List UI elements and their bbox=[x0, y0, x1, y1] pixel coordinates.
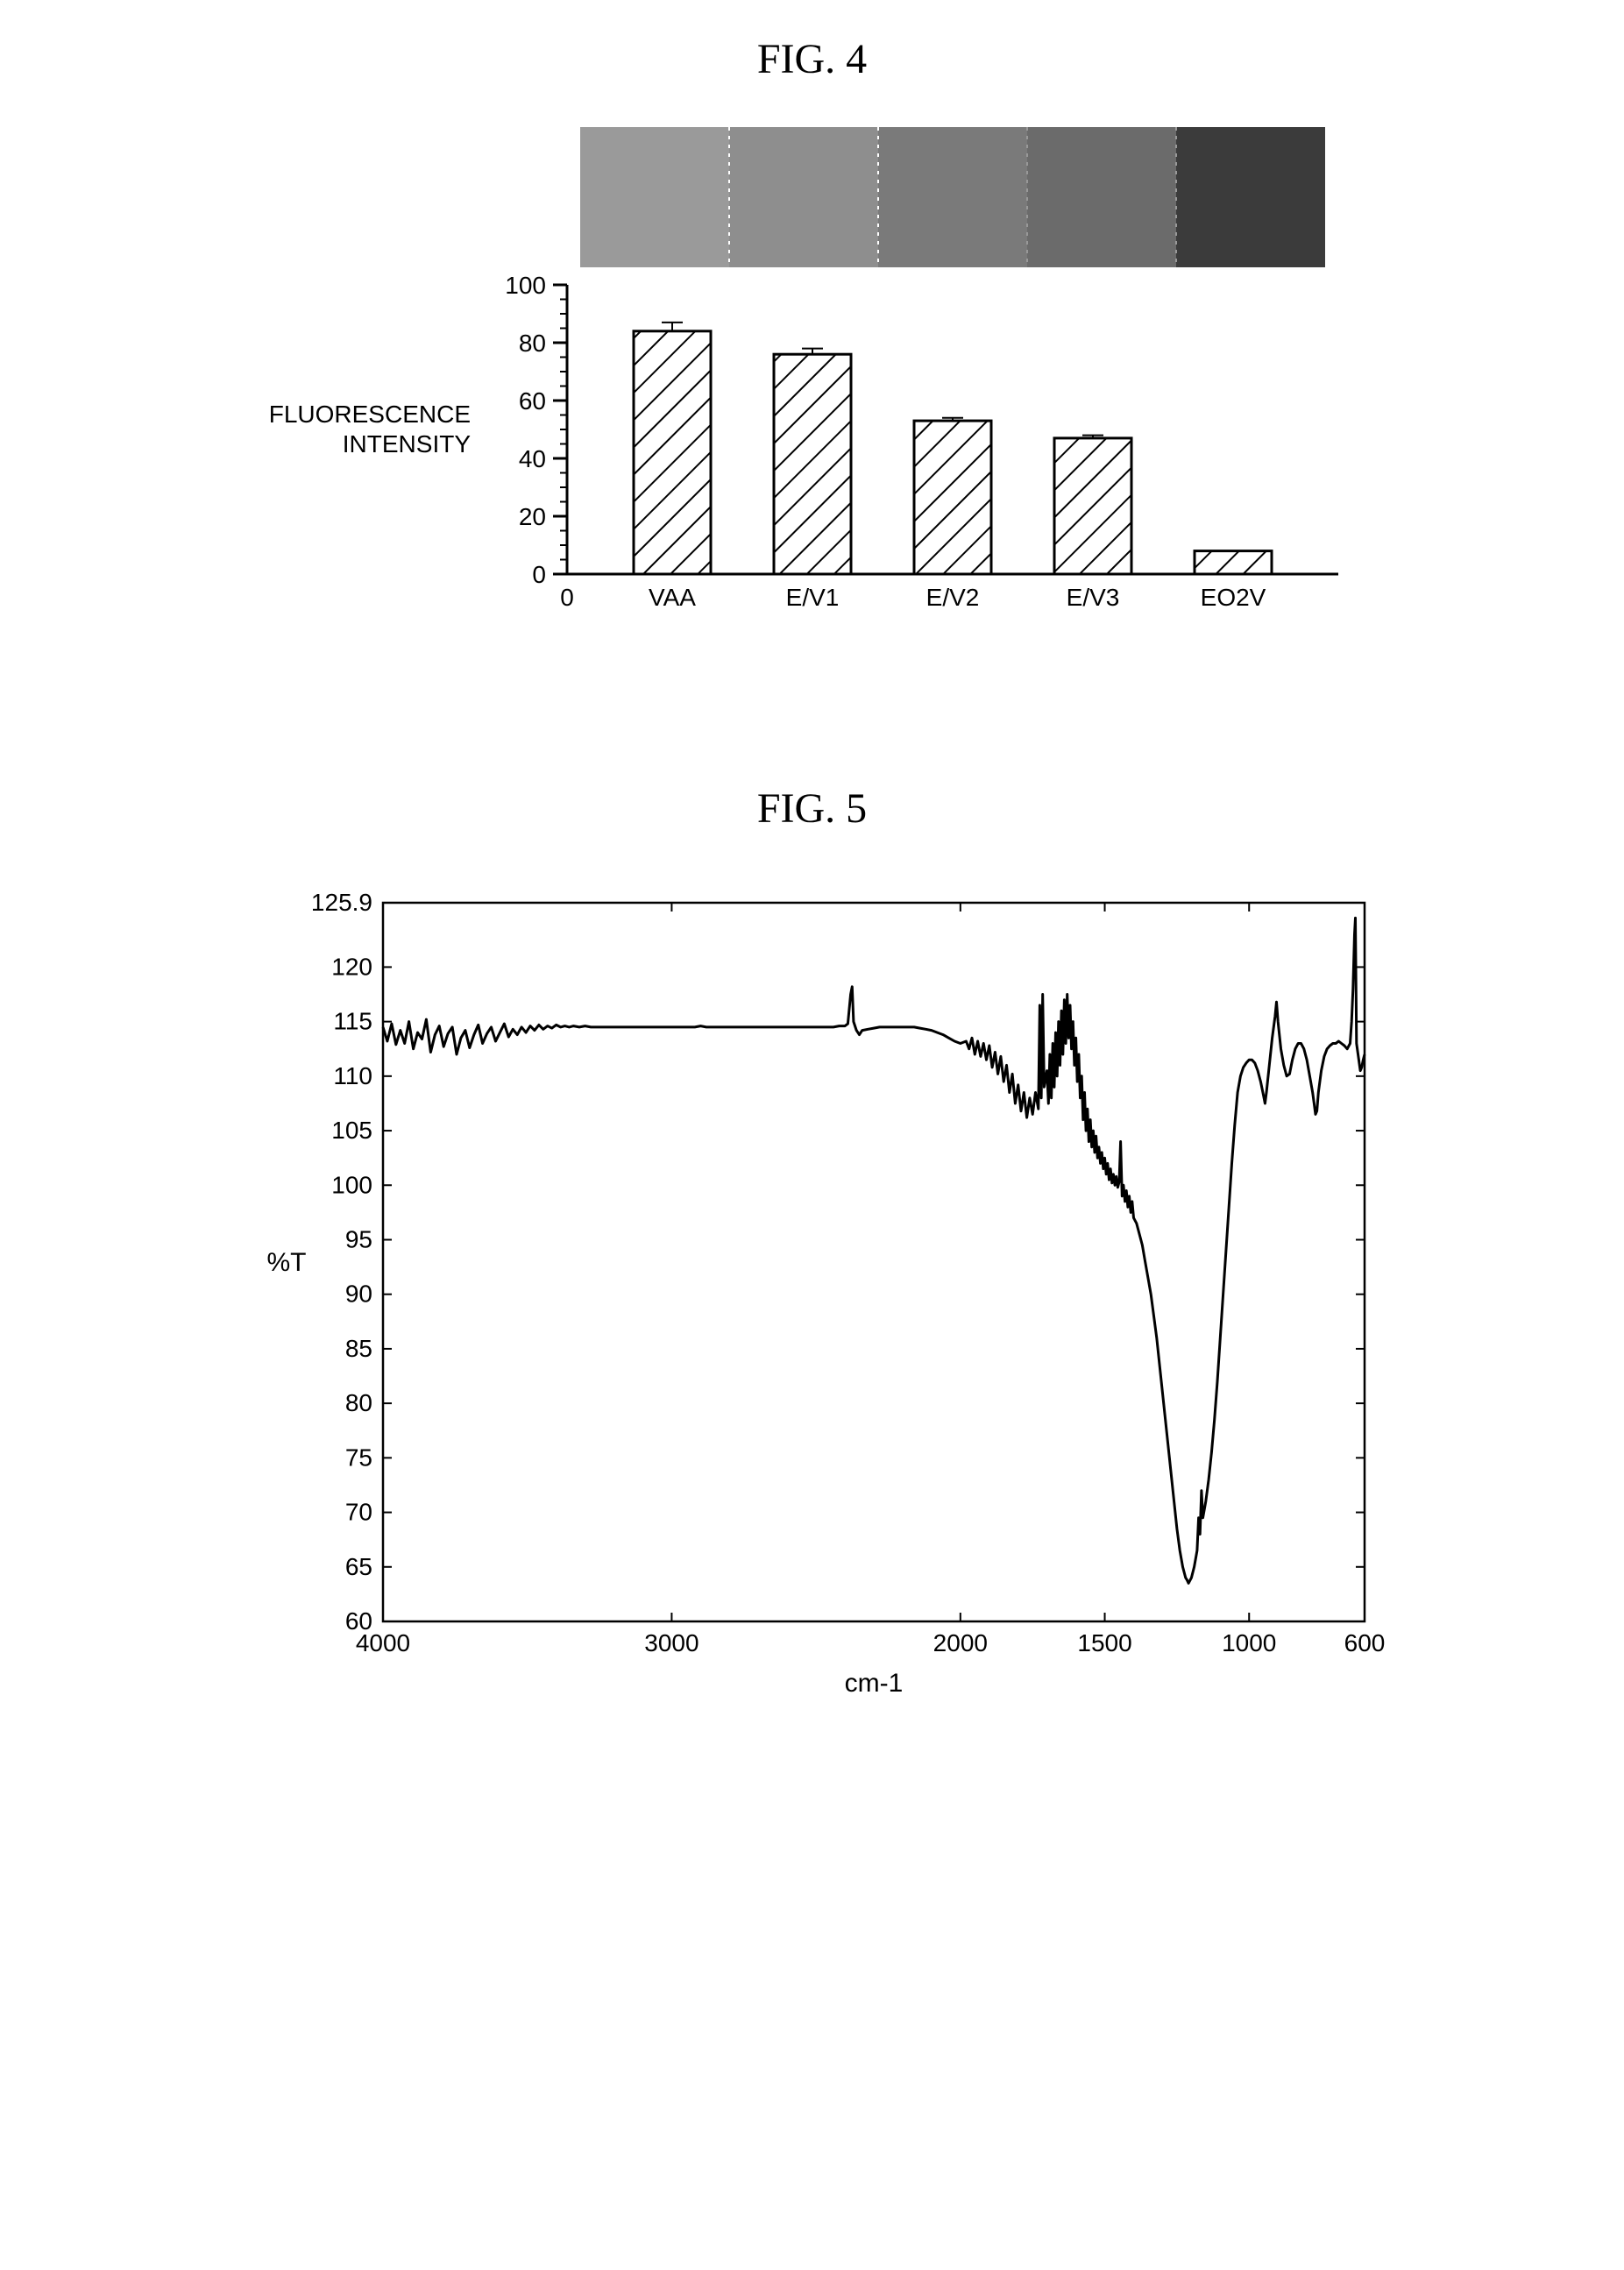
svg-text:INTENSITY: INTENSITY bbox=[342, 430, 471, 458]
svg-text:105: 105 bbox=[331, 1117, 372, 1144]
svg-text:3000: 3000 bbox=[644, 1629, 699, 1656]
svg-text:E/V1: E/V1 bbox=[785, 584, 839, 611]
svg-text:85: 85 bbox=[344, 1335, 372, 1362]
svg-text:0: 0 bbox=[560, 584, 574, 611]
svg-text:%T: %T bbox=[266, 1248, 306, 1277]
svg-text:VAA: VAA bbox=[649, 584, 696, 611]
svg-text:2000: 2000 bbox=[933, 1629, 987, 1656]
svg-text:70: 70 bbox=[344, 1499, 372, 1526]
svg-text:E/V3: E/V3 bbox=[1066, 584, 1119, 611]
svg-text:600: 600 bbox=[1344, 1629, 1385, 1656]
svg-text:40: 40 bbox=[518, 445, 545, 472]
svg-text:1000: 1000 bbox=[1222, 1629, 1276, 1656]
svg-text:125.9: 125.9 bbox=[310, 889, 372, 916]
svg-text:cm-1: cm-1 bbox=[844, 1669, 903, 1698]
svg-text:115: 115 bbox=[333, 1008, 372, 1035]
svg-text:100: 100 bbox=[331, 1171, 372, 1198]
fig5-chart: 6065707580859095100105110115120125.94000… bbox=[199, 850, 1426, 1727]
svg-text:95: 95 bbox=[344, 1225, 372, 1252]
svg-text:90: 90 bbox=[344, 1280, 372, 1308]
svg-text:FLUORESCENCE: FLUORESCENCE bbox=[268, 401, 470, 428]
svg-text:110: 110 bbox=[333, 1062, 372, 1089]
svg-text:0: 0 bbox=[532, 561, 546, 588]
figure-5: FIG. 5 606570758085909510010511011512012… bbox=[199, 784, 1426, 1727]
svg-text:120: 120 bbox=[331, 953, 372, 980]
svg-text:EO2V: EO2V bbox=[1200, 584, 1266, 611]
fig4-title: FIG. 4 bbox=[199, 35, 1426, 83]
svg-text:100: 100 bbox=[505, 272, 546, 299]
svg-text:60: 60 bbox=[518, 387, 545, 415]
fig5-title: FIG. 5 bbox=[199, 784, 1426, 833]
figure-4: FIG. 4 0 20 40 60 80 100 FLUORESCENCEINTENSITY… bbox=[199, 35, 1426, 662]
svg-text:80: 80 bbox=[344, 1389, 372, 1416]
svg-text:65: 65 bbox=[344, 1553, 372, 1580]
fig4-chart: 0 20 40 60 80 100 FLUORESCENCEINTENSITY VAA E/V1… bbox=[243, 101, 1382, 662]
svg-text:1500: 1500 bbox=[1077, 1629, 1131, 1656]
svg-text:4000: 4000 bbox=[355, 1629, 409, 1656]
svg-text:75: 75 bbox=[344, 1444, 372, 1471]
svg-text:80: 80 bbox=[518, 330, 545, 357]
svg-text:20: 20 bbox=[518, 503, 545, 530]
svg-text:E/V2: E/V2 bbox=[925, 584, 979, 611]
